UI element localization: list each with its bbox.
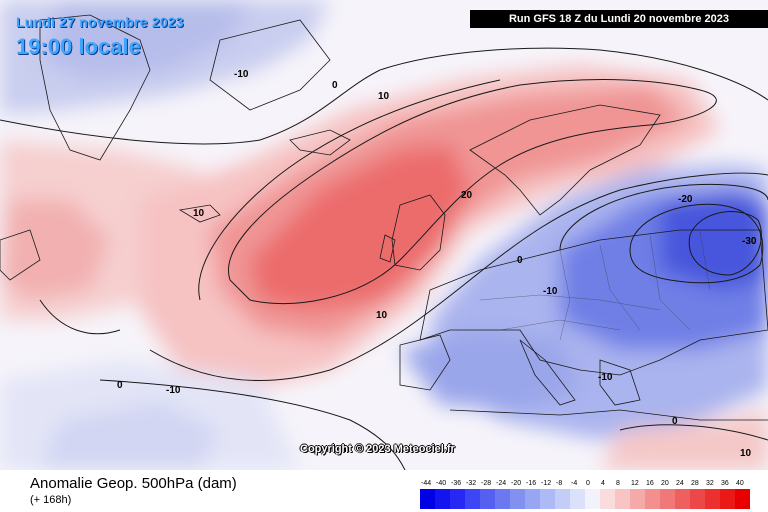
colorbar-swatch [600,489,615,509]
model-run-info: Run GFS 18 Z du Lundi 20 novembre 2023 [470,10,768,28]
colorbar-swatch [420,489,435,509]
contour-label: 10 [376,310,388,321]
colorbar-swatch [690,489,705,509]
colorbar-swatch [585,489,600,509]
colorbar-swatch [570,489,585,509]
colorbar-tick-label: 4 [601,480,605,487]
colorbar-tick-label: -40 [436,480,446,487]
contour-label: 0 [517,255,523,266]
colorbar-tick-label: -8 [556,480,562,487]
colorbar-tick-label: 0 [586,480,590,487]
colorbar-swatch [675,489,690,509]
anomaly-map: -10 0 10 10 20 10 0 -10 0 -10 -20 -30 10… [0,0,768,470]
contour-label: -10 [166,385,181,396]
field-title: Anomalie Geop. 500hPa (dam) [30,475,237,492]
colorbar-swatch [735,489,750,509]
colorbar-swatch [450,489,465,509]
colorbar-tick-label: 16 [646,480,654,487]
colorbar-swatch [555,489,570,509]
colorbar-swatch [510,489,525,509]
contour-labels: -10 0 10 10 20 10 0 -10 0 -10 -20 -30 10… [117,69,757,459]
contours [0,47,768,470]
contour-label: 20 [461,190,473,201]
contour-label: 10 [378,91,390,102]
colorbar-swatch [660,489,675,509]
coastlines [0,14,768,421]
contour-label: 10 [740,448,752,459]
contour-label: -10 [543,286,558,297]
copyright: Copyright © 2023 Meteociel.fr [300,443,455,455]
colorbar-swatch [495,489,510,509]
colorbar-swatch [615,489,630,509]
contour-label: 0 [332,80,338,91]
colorbar-swatch [465,489,480,509]
colorbar-tick-label: -36 [451,480,461,487]
colorbar-tick-label: -4 [571,480,577,487]
colorbar-tick-label: 28 [691,480,699,487]
colorbar-swatch [720,489,735,509]
colorbar-tick-label: -32 [466,480,476,487]
colorbar-tick-label: 32 [706,480,714,487]
contour-label: 0 [117,380,123,391]
colorbar-tick-label: -28 [481,480,491,487]
colorbar: -44 -40 -36 -32 -28 -24 -20 -16 -12 -8 -4 0 4 8 12 16 20… [420,480,750,509]
contour-label: -10 [598,372,613,383]
colorbar-swatch [645,489,660,509]
colorbar-tick-label: 40 [736,480,744,487]
colorbar-swatch [705,489,720,509]
colorbar-swatch [540,489,555,509]
colorbar-tick-label: 8 [616,480,620,487]
colorbar-swatch [480,489,495,509]
colorbar-swatch [630,489,645,509]
colorbar-tick-label: -24 [496,480,506,487]
contour-label: -10 [234,69,249,80]
contour-label: 0 [672,416,678,427]
colorbar-tick-label: -16 [526,480,536,487]
colorbar-tick-label: -44 [421,480,431,487]
colorbar-tick-label: -12 [541,480,551,487]
colorbar-tick-label: 20 [661,480,669,487]
colorbar-tick-label: 36 [721,480,729,487]
forecast-date: Lundi 27 novembre 2023 [16,14,184,30]
colorbar-tick-label: 12 [631,480,639,487]
borders [479,231,711,341]
contour-label: -30 [742,236,757,247]
colorbar-tick-label: 24 [676,480,684,487]
colorbar-swatch [525,489,540,509]
contour-label: 10 [193,208,205,219]
colorbar-tick-label: -20 [511,480,521,487]
contour-label: -20 [678,194,693,205]
colorbar-swatch [435,489,450,509]
lead-time: (+ 168h) [30,494,72,506]
forecast-local-time: 19:00 locale [16,34,141,59]
